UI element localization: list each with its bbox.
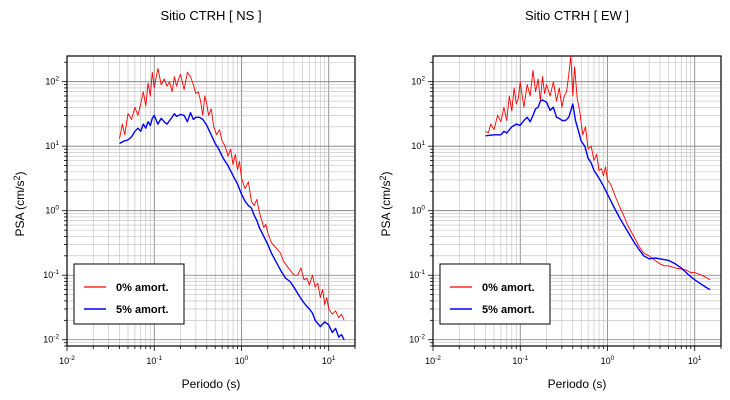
- legend: 0% amort. 5% amort.: [73, 263, 185, 325]
- series-lines: [119, 68, 345, 341]
- series-lines: [485, 55, 711, 291]
- legend: 0% amort. 5% amort.: [439, 263, 551, 325]
- x-tick-label: 10-2: [59, 355, 75, 366]
- x-tick-label: 10-2: [425, 355, 441, 366]
- y-tick-label: 102: [45, 76, 59, 87]
- y-tick-label: 101: [45, 140, 59, 151]
- tick-labels: 10-2 10-1 100 101 10-2 10-1 100 101 102: [409, 76, 702, 366]
- x-axis-label: Periodo (s): [548, 377, 607, 391]
- y-tick-label: 100: [45, 205, 59, 216]
- x-tick-label: 100: [235, 355, 249, 366]
- y-tick-label: 10-2: [409, 334, 425, 345]
- x-tick-label: 10-1: [146, 355, 162, 366]
- y-tick-label: 10-1: [409, 269, 425, 280]
- y-tick-label: 102: [411, 76, 425, 87]
- chart-ew: Sitio CTRH [ EW ] PSA (cm/s2) Periodo (s…: [378, 8, 722, 391]
- y-tick-label: 10-1: [43, 269, 59, 280]
- legend-label-1: 5% amort.: [482, 304, 535, 316]
- chart-title: Sitio CTRH [ NS ]: [160, 8, 261, 23]
- legend-box: [73, 263, 185, 325]
- y-tick-label: 10-2: [43, 334, 59, 345]
- legend-label-0: 0% amort.: [116, 282, 169, 294]
- x-axis-label: Periodo (s): [182, 377, 241, 391]
- series-line-5pct: [119, 111, 345, 341]
- plot-frame: [432, 55, 722, 347]
- chart-ns: Sitio CTRH [ NS ] PSA (cm/s2) Periodo (s…: [12, 8, 356, 391]
- legend-box: [439, 263, 551, 325]
- plot-frame: [66, 55, 356, 347]
- tick-labels: 10-2 10-1 100 101 10-2 10-1 100 101 102: [43, 76, 336, 366]
- x-tick-label: 101: [322, 355, 336, 366]
- y-tick-label: 101: [411, 140, 425, 151]
- y-axis-label: PSA (cm/s2): [378, 171, 393, 236]
- grid: [62, 55, 356, 351]
- x-tick-label: 10-1: [512, 355, 528, 366]
- y-axis-label: PSA (cm/s2): [12, 171, 27, 236]
- y-tick-label: 100: [411, 205, 425, 216]
- series-line-5pct: [485, 99, 711, 291]
- chart-title: Sitio CTRH [ EW ]: [525, 8, 629, 23]
- x-tick-label: 100: [601, 355, 615, 366]
- series-line-0pct: [119, 68, 345, 321]
- x-tick-label: 101: [688, 355, 702, 366]
- legend-label-1: 5% amort.: [116, 304, 169, 316]
- series-line-0pct: [485, 55, 711, 281]
- legend-label-0: 0% amort.: [482, 282, 535, 294]
